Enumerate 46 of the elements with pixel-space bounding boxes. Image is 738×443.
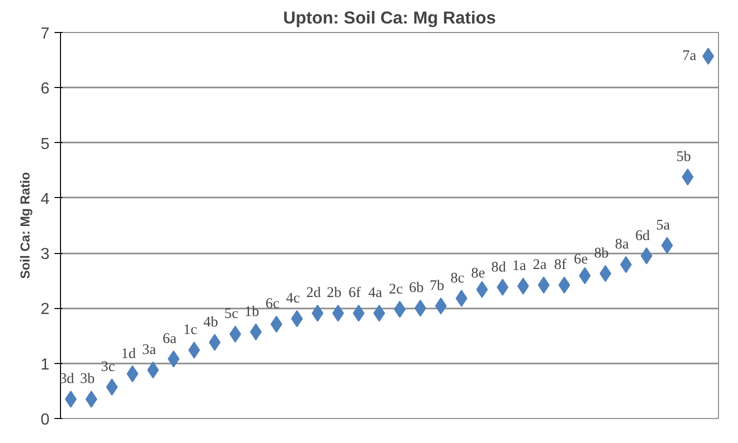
y-tick-label: 7 xyxy=(40,26,50,42)
y-tick-label: 4 xyxy=(40,190,50,208)
annotation: 3a xyxy=(142,342,156,358)
y-axis-title: Soil Ca: Mg Ratio xyxy=(18,172,33,279)
annotation: 7a xyxy=(682,48,697,64)
annotation: 8f xyxy=(554,257,567,274)
annotation: 4a xyxy=(368,285,383,302)
point xyxy=(558,276,570,294)
annotation: 4b xyxy=(203,314,218,330)
y-tick-label: 6 xyxy=(40,80,50,98)
annotation: 5b xyxy=(676,148,691,165)
point xyxy=(229,326,242,343)
annotation: 6a xyxy=(162,330,178,347)
point xyxy=(538,276,550,294)
point xyxy=(373,304,386,322)
annotation: 6f xyxy=(348,285,361,302)
point xyxy=(64,390,77,408)
annotation: 6e xyxy=(574,252,588,268)
y-tick-label: 2 xyxy=(40,301,50,318)
annotation: 4c xyxy=(286,290,300,307)
annotation: 1c xyxy=(183,322,198,338)
annotation: 3c xyxy=(100,359,116,376)
annotation: 6d xyxy=(635,228,651,244)
point xyxy=(208,334,221,351)
y-tick-label: 1 xyxy=(40,356,50,374)
annotation: 1d xyxy=(121,346,136,362)
annotation: 1a xyxy=(512,258,527,274)
annotation: 5c xyxy=(224,306,239,322)
annotation: 7b xyxy=(430,278,444,294)
annotation: 2c xyxy=(388,281,404,298)
y-tick-label: 3 xyxy=(40,246,50,264)
point xyxy=(394,300,406,318)
annotation: 2d xyxy=(306,285,322,302)
chart-title: Upton: Soil Ca: Mg Ratios xyxy=(283,8,496,28)
annotation: 6b xyxy=(409,280,424,296)
annotation: 8d xyxy=(491,259,507,276)
annotation: 8a xyxy=(615,236,630,253)
y-tick-label: 5 xyxy=(40,136,50,153)
annotation: 8e xyxy=(471,265,485,282)
y-tick-label: 0 xyxy=(40,412,50,428)
annotation: 2a xyxy=(532,257,548,274)
annotation: 8c xyxy=(450,270,465,286)
annotation: 3b xyxy=(80,371,95,388)
annotation: 2b xyxy=(326,285,342,302)
annotation: 5a xyxy=(656,217,671,234)
point xyxy=(702,48,714,65)
